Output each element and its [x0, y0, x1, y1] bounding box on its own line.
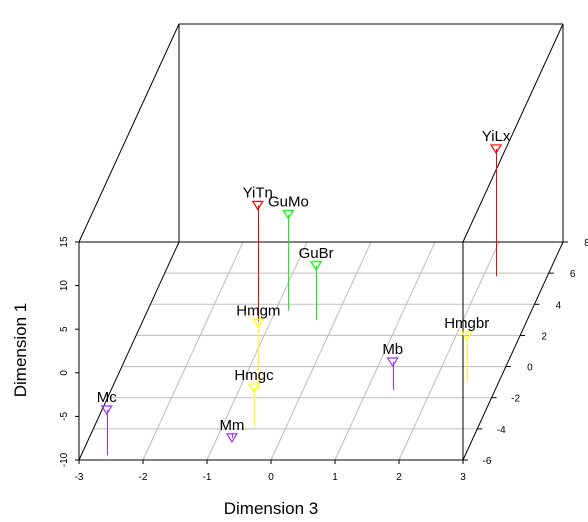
floor-left-edge — [78, 241, 180, 461]
markers — [100, 144, 503, 444]
z-tick-label: -6 — [483, 456, 492, 467]
floor-right-edge — [462, 241, 564, 461]
floor-grid-x-line — [206, 241, 308, 461]
z-tick-label: -4 — [497, 425, 506, 436]
z-tick-label: 4 — [556, 300, 562, 311]
y-tick-label: 10 — [59, 280, 70, 292]
floor-grid-x-line — [334, 241, 436, 461]
x-tick-label: -2 — [139, 472, 148, 483]
floor-grid-x-line — [270, 241, 372, 461]
point-label-mm: Mm — [219, 417, 244, 434]
marker-gubr — [310, 261, 323, 271]
stems — [107, 148, 497, 456]
z-tick-label: -2 — [511, 394, 520, 405]
point-label-hmgc: Hmgc — [234, 367, 274, 384]
back-frame — [78, 23, 564, 243]
top-right-depth-edge — [462, 23, 564, 243]
point-label-hmgm: Hmgm — [236, 303, 280, 320]
floor-grid-x-line — [142, 241, 244, 461]
x-tick-label: -3 — [75, 472, 84, 483]
marker-gumo — [282, 209, 295, 220]
marker-yilx — [490, 144, 503, 155]
point-label-mb: Mb — [382, 341, 403, 358]
point-label-gubr: GuBr — [299, 245, 334, 262]
point-label-hmgbr: Hmgbr — [444, 315, 489, 332]
x-tick-label: 1 — [332, 472, 338, 483]
marker-mc — [100, 405, 113, 416]
marker-hmgc — [247, 383, 261, 394]
floor-grid-x-line — [398, 241, 500, 461]
y-tick-label: -5 — [59, 412, 70, 421]
point-label-yilx: YiLx — [482, 128, 511, 145]
x-tick-label: 0 — [268, 472, 274, 483]
z-tick-label: 6 — [570, 269, 576, 280]
z-tick-label: 0 — [527, 363, 533, 374]
top-left-depth-edge — [78, 23, 180, 243]
x-tick-label: 3 — [460, 472, 466, 483]
marker-hmgbr — [460, 331, 473, 342]
point-label-yitn: YiTn — [243, 184, 273, 201]
x-axis-label: Dimension 3 — [224, 499, 319, 518]
marker-hmgm — [252, 319, 265, 329]
y-tick-label: 5 — [59, 326, 70, 332]
floor-grid — [93, 241, 549, 461]
marker-yitn — [251, 200, 264, 211]
marker-mm — [225, 433, 239, 444]
y-axis-label: Dimension 1 — [11, 303, 30, 398]
y-tick-label: 15 — [59, 236, 70, 248]
x-tick-label: -1 — [203, 472, 212, 483]
y-tick-label: -10 — [59, 452, 70, 467]
z-tick-label: 8 — [584, 238, 588, 249]
point-label-mc: Mc — [97, 389, 117, 406]
x-tick-label: 2 — [396, 472, 402, 483]
point-label-gumo: GuMo — [268, 194, 309, 211]
z-tick-label: 2 — [541, 331, 547, 342]
marker-mb — [386, 357, 399, 368]
y-tick-label: 0 — [59, 370, 70, 376]
